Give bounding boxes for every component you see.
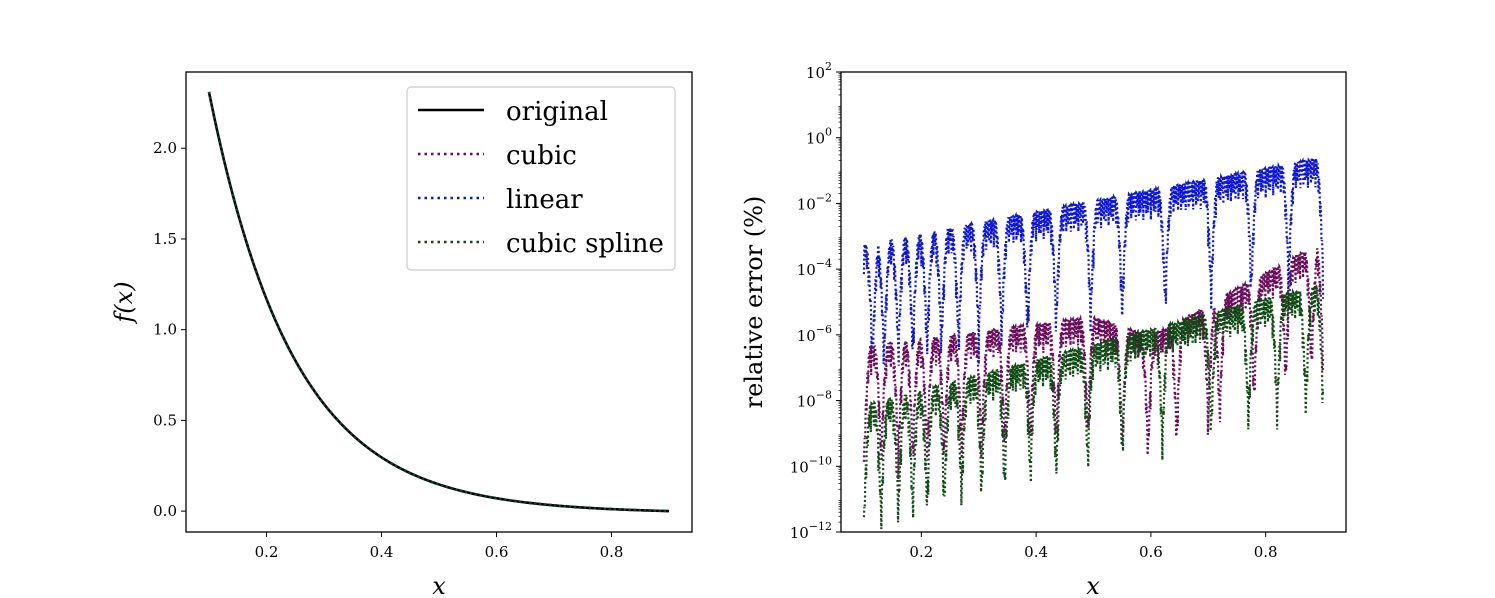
legend: original cubic linear cubic spline	[406, 86, 676, 271]
left-y-ticks: 0.0 0.5 1.0 1.5 2.0	[153, 139, 186, 520]
right-chart: 0.2 0.4 0.6 0.8 102 100 10−2 10−4 10−6 10−8 10−10…	[740, 60, 1347, 598]
right-series-cubic-spline	[862, 282, 1325, 530]
right-y-axis-label: relative error (%)	[740, 196, 768, 409]
left-x-axis-label: x	[432, 572, 446, 598]
right-y-tick-label: 102	[806, 60, 832, 82]
right-x-tick-label: 0.8	[1254, 543, 1278, 561]
legend-entry-cubic-spline: cubic spline	[418, 229, 664, 259]
right-y-tick-label: 10−6	[797, 323, 832, 345]
left-y-tick-label: 1.5	[153, 230, 177, 248]
left-y-axis-label: f(x)	[110, 281, 138, 324]
right-x-axis-label: x	[1086, 572, 1100, 598]
left-y-tick-label: 1.0	[153, 321, 177, 339]
left-x-ticks: 0.2 0.4 0.6 0.8	[255, 532, 624, 561]
right-y-tick-label: 10−12	[790, 520, 832, 542]
right-x-tick-label: 0.2	[909, 543, 933, 561]
right-y-ticks: 102 100 10−2 10−4 10−6 10−8 10−10 10−12	[790, 60, 841, 542]
right-y-tick-label: 10−4	[797, 257, 832, 279]
right-x-ticks: 0.2 0.4 0.6 0.8	[909, 532, 1278, 561]
left-y-tick-label: 0.0	[153, 502, 177, 520]
right-y-tick-label: 10−2	[797, 191, 832, 213]
right-x-tick-label: 0.6	[1139, 543, 1163, 561]
right-series-linear	[862, 154, 1325, 366]
legend-entry-original: original	[418, 97, 608, 127]
right-series-cubic	[862, 248, 1325, 480]
legend-label-cubic: cubic	[506, 141, 577, 171]
right-axes-frame	[840, 71, 1347, 533]
left-chart: 0.2 0.4 0.6 0.8 0.0 0.5 1.0 1.5 2.0 x f(x) orig…	[110, 71, 693, 598]
right-y-tick-label: 10−10	[790, 454, 832, 476]
left-series-original	[207, 91, 670, 513]
legend-label-linear: linear	[506, 185, 583, 215]
right-x-tick-label: 0.4	[1024, 543, 1048, 561]
left-x-tick-label: 0.8	[600, 543, 624, 561]
left-plot-curves	[207, 91, 670, 513]
legend-box	[406, 86, 676, 271]
left-y-tick-label: 0.5	[153, 411, 177, 429]
left-x-tick-label: 0.2	[255, 543, 279, 561]
legend-entry-cubic: cubic	[418, 141, 577, 171]
right-y-tick-label: 10−8	[797, 389, 832, 411]
left-x-tick-label: 0.6	[485, 543, 509, 561]
right-y-tick-label: 100	[806, 126, 832, 148]
right-plot-curves	[862, 154, 1325, 530]
left-y-tick-label: 2.0	[153, 139, 177, 157]
legend-label-original: original	[506, 97, 608, 127]
left-axes-frame	[185, 71, 693, 533]
left-x-tick-label: 0.4	[370, 543, 394, 561]
legend-entry-linear: linear	[418, 185, 583, 215]
legend-label-cubic-spline: cubic spline	[506, 229, 664, 259]
